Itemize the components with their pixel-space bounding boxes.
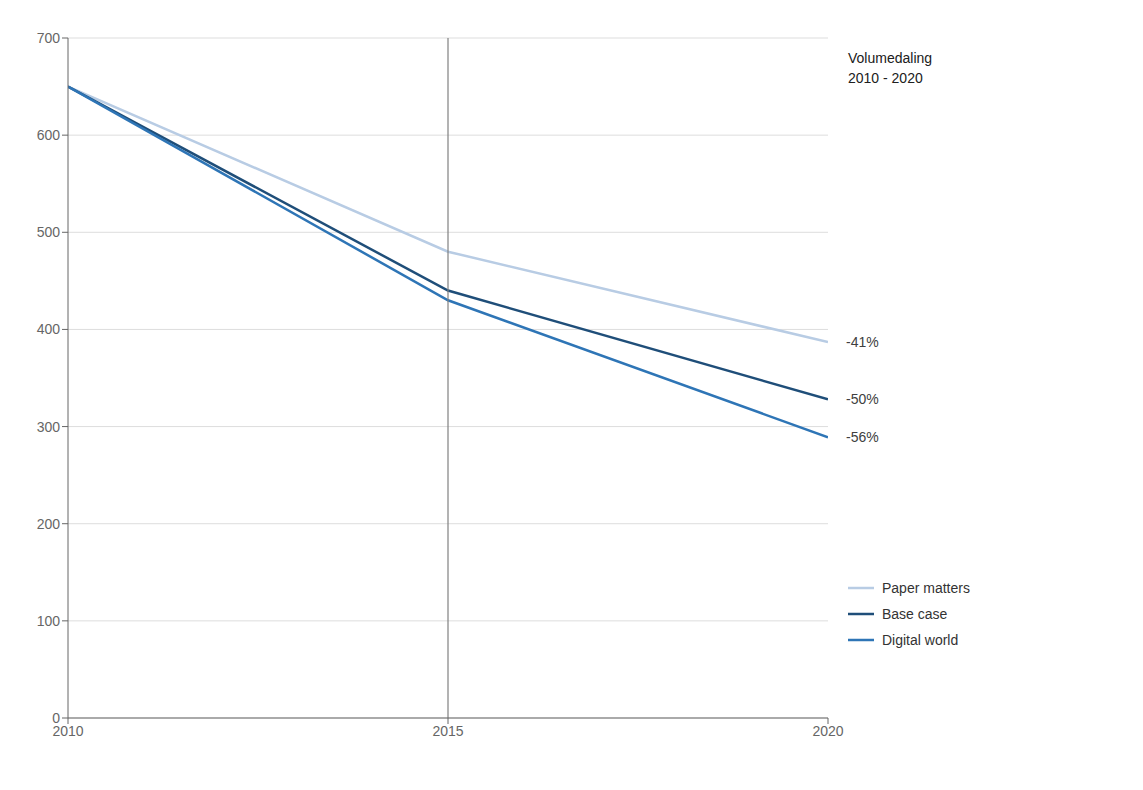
svg-text:-41%: -41% bbox=[846, 334, 879, 350]
svg-text:2010: 2010 bbox=[52, 722, 84, 739]
html-text:Digital world: Digital world bbox=[882, 632, 959, 648]
svg-text:700: 700 bbox=[37, 30, 61, 46]
html-text:Volumedaling 2010 - 2020: Volumedaling 2010 - 2020 bbox=[848, 50, 933, 86]
svg-text:600: 600 bbox=[37, 127, 61, 143]
html-text:Paper matters: Paper matters bbox=[882, 580, 970, 596]
svg-text:300: 300 bbox=[37, 419, 61, 435]
svg-text:0: 0 bbox=[52, 710, 60, 726]
svg-text:-56%: -56% bbox=[846, 429, 879, 445]
svg-text:200: 200 bbox=[37, 516, 61, 532]
svg-text:500: 500 bbox=[37, 224, 61, 240]
svg-text:100: 100 bbox=[37, 613, 61, 629]
svg-text:400: 400 bbox=[37, 321, 61, 337]
svg-text:2020: 2020 bbox=[812, 723, 843, 739]
svg-text:-50%: -50% bbox=[846, 391, 879, 407]
html-text:Base case: Base case bbox=[882, 606, 948, 622]
svg-text:2015: 2015 bbox=[432, 723, 463, 739]
